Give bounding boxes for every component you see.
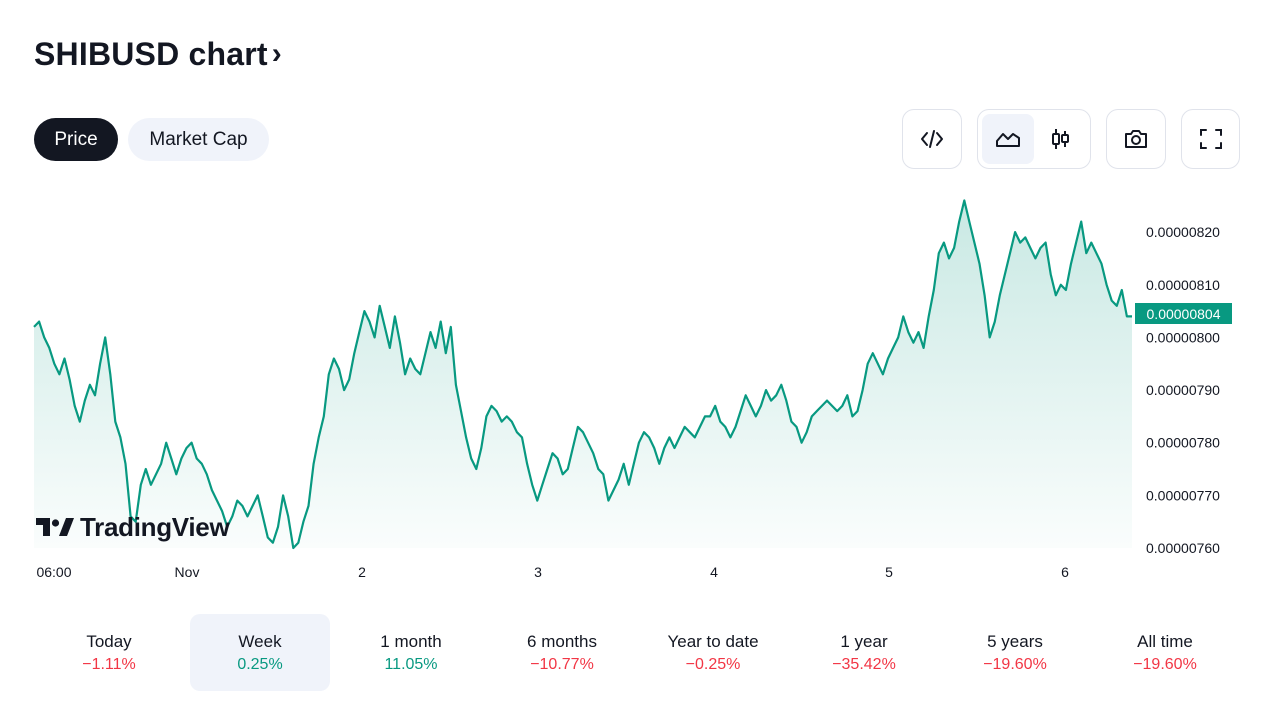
period-label: All time	[1137, 631, 1193, 651]
tab-market-cap[interactable]: Market Cap	[128, 118, 269, 161]
last-price-label: 0.00000804	[1135, 303, 1232, 324]
period-label: 1 year	[840, 631, 888, 651]
page-title[interactable]: SHIBUSD chart ›	[34, 36, 282, 73]
period-change: −1.11%	[82, 655, 136, 673]
period-label: Today	[86, 631, 132, 651]
x-tick-label: 2	[358, 564, 366, 580]
fullscreen-button[interactable]	[1181, 109, 1240, 169]
candlestick-icon	[1052, 129, 1069, 149]
period-5-years[interactable]: 5 years −19.60%	[945, 614, 1085, 691]
period-change: 11.05%	[384, 655, 438, 673]
period-year-to-date[interactable]: Year to date −0.25%	[643, 614, 783, 691]
period-label: 1 month	[380, 631, 442, 651]
period-1-month[interactable]: 1 month 11.05%	[341, 614, 481, 691]
code-icon	[906, 114, 958, 164]
x-tick-label: 6	[1061, 564, 1069, 580]
fullscreen-icon	[1185, 114, 1237, 164]
period-change: −35.42%	[832, 655, 896, 673]
camera-icon	[1110, 114, 1162, 164]
y-tick-label: 0.00000790	[1146, 382, 1220, 398]
period-label: Week	[238, 631, 282, 651]
period-label: 5 years	[987, 631, 1043, 651]
x-tick-label: Nov	[175, 564, 200, 580]
y-tick-label: 0.00000770	[1146, 487, 1220, 503]
y-tick-label: 0.00000780	[1146, 435, 1220, 451]
x-tick-label: 5	[885, 564, 893, 580]
x-tick-label: 06:00	[36, 564, 71, 580]
period-change: −19.60%	[983, 655, 1047, 673]
period-week[interactable]: Week 0.25%	[190, 614, 330, 691]
period-label: 6 months	[527, 631, 597, 651]
period-selector: Today −1.11% Week 0.25% 1 month 11.05% 6 month…	[34, 614, 1240, 691]
price-line	[33, 199, 1132, 550]
y-tick-label: 0.00000800	[1146, 329, 1220, 345]
price-area-fill	[34, 200, 1132, 548]
period-change: −10.77%	[530, 655, 594, 673]
page-title-text: SHIBUSD chart	[34, 36, 268, 72]
price-chart[interactable]: 0.00000820 0.00000810 0.00000800 0.00000790…	[0, 180, 1280, 590]
tradingview-logo[interactable]: TradingView	[36, 512, 230, 543]
period-today[interactable]: Today −1.11%	[39, 614, 179, 691]
x-tick-label: 3	[534, 564, 542, 580]
period-change: −0.25%	[685, 655, 741, 673]
tab-price[interactable]: Price	[34, 118, 118, 161]
tradingview-logo-icon	[36, 517, 74, 536]
y-tick-label: 0.00000810	[1146, 277, 1220, 293]
period-label: Year to date	[667, 631, 759, 651]
snapshot-button[interactable]	[1106, 109, 1166, 169]
period-change: 0.25%	[237, 655, 283, 673]
period-all-time[interactable]: All time −19.60%	[1095, 614, 1235, 691]
area-style-button[interactable]	[982, 114, 1034, 164]
candle-style-button[interactable]	[1034, 114, 1086, 164]
area-chart-icon	[996, 133, 1020, 147]
y-tick-label: 0.00000820	[1146, 224, 1220, 240]
y-tick-label: 0.00000760	[1146, 540, 1220, 556]
chart-style-toggle	[977, 109, 1091, 169]
x-tick-label: 4	[710, 564, 718, 580]
period-1-year[interactable]: 1 year −35.42%	[794, 614, 934, 691]
period-change: −19.60%	[1133, 655, 1197, 673]
tradingview-logo-text: TradingView	[80, 512, 230, 542]
period-6-months[interactable]: 6 months −10.77%	[492, 614, 632, 691]
chevron-right-icon: ›	[271, 36, 282, 70]
embed-button[interactable]	[902, 109, 962, 169]
